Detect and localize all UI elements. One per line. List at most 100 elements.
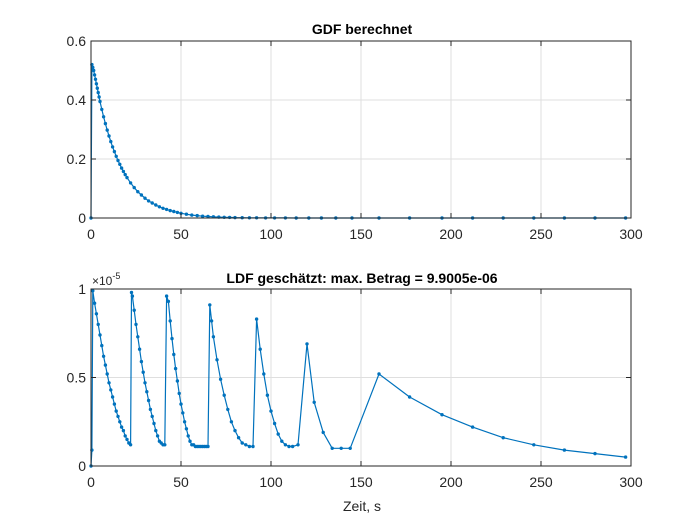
bottom-plot-data-point (118, 420, 122, 424)
bottom-plot-data-point (105, 372, 109, 376)
bottom-plot-data-point (141, 370, 145, 374)
bottom-plot-x-axis-label: Zeit, s (343, 498, 381, 514)
bottom-plot-data-point (330, 446, 334, 450)
bottom-plot-data-point (339, 446, 343, 450)
bottom-plot-data-point (100, 343, 104, 348)
top-plot-data-point (109, 139, 113, 144)
bottom-plot-data-point (208, 303, 212, 307)
top-plot-data-point (125, 175, 129, 180)
top-plot-x-tick-label: 100 (259, 226, 283, 242)
bottom-plot-data-point (173, 366, 178, 371)
bottom-plot-data-point (251, 444, 255, 449)
bottom-plot-data-point (179, 402, 183, 406)
top-plot-data-point (119, 166, 124, 170)
bottom-plot-data-point (290, 444, 295, 449)
bottom-plot-ldf: LDF geschätzt: max. Betrag = 9.9005e-06 … (67, 270, 643, 514)
bottom-plot-data-point (112, 402, 117, 406)
bottom-plot-data-point (116, 414, 120, 419)
bottom-plot-y-tick-label: 0.5 (67, 370, 87, 386)
bottom-plot-data-point (181, 411, 185, 415)
top-plot-x-tick-label: 50 (173, 226, 189, 242)
bottom-plot-data-point (154, 428, 158, 433)
top-plot-y-tick-label: 0.2 (67, 151, 87, 167)
bottom-plot-data-point (145, 390, 149, 394)
top-plot-data-point (132, 185, 136, 190)
bottom-plot-x-tick-label: 150 (349, 474, 373, 490)
bottom-plot-data-point (143, 381, 147, 385)
bottom-plot-data-point (215, 358, 219, 362)
top-plot-x-tick-label: 200 (439, 226, 463, 242)
bottom-plot-x-tick-label: 300 (619, 474, 643, 490)
top-plot-data-point (92, 73, 97, 77)
bottom-plot-data-point (177, 391, 181, 396)
bottom-plot-data-point (272, 421, 277, 426)
bottom-plot-data-point (155, 434, 160, 438)
top-plot-data-point (95, 86, 100, 90)
bottom-plot-title: LDF geschätzt: max. Betrag = 9.9005e-06 (226, 270, 497, 286)
bottom-plot-data-point (321, 430, 325, 435)
top-plot-y-tick-label: 0 (78, 210, 86, 226)
top-plot-data-point (114, 154, 118, 158)
top-plot-y-tick-label: 0.4 (67, 92, 87, 108)
bottom-plot-data-point (593, 451, 597, 456)
bottom-plot-data-point (312, 400, 316, 404)
bottom-plot-data-point (91, 289, 95, 293)
top-plot-data-point (116, 158, 120, 163)
bottom-plot-data-point (532, 443, 536, 447)
top-plot-data-point (110, 145, 115, 149)
top-plot-data-point (146, 199, 151, 203)
top-plot-data-point (105, 128, 109, 132)
top-plot-data-point (118, 162, 122, 166)
top-plot-data-point (206, 214, 210, 219)
bottom-plot-data-point (170, 336, 174, 341)
bottom-plot-data-point (236, 436, 241, 440)
top-plot-title: GDF berechnet (312, 21, 413, 37)
bottom-plot-y-multiplier: ×10-5 (92, 271, 120, 288)
bottom-plot-data-point (96, 322, 100, 327)
bottom-plot-data-point (114, 409, 118, 413)
bottom-plot-data-point (168, 319, 172, 323)
bottom-plot-data-point (139, 359, 144, 364)
bottom-plot-data-point (623, 455, 628, 459)
bottom-plot-data-point (129, 290, 134, 295)
top-plot-data-point (154, 203, 158, 207)
bottom-plot-data-point (175, 379, 180, 383)
bottom-plot-x-tick-label: 200 (439, 474, 463, 490)
y-multiplier-base: ×10 (92, 274, 113, 288)
top-plot-gdf: GDF berechnet 0 50 100 150 200 250 300 0 0.2 0.4 0… (67, 21, 643, 242)
bottom-plot-data-point (562, 448, 567, 452)
top-plot-data-point (112, 149, 117, 154)
bottom-plot-x-tick-label: 250 (529, 474, 553, 490)
top-plot-data-point (164, 207, 169, 212)
bottom-plot-data-point (276, 432, 280, 436)
bottom-plot-data-point (146, 398, 151, 403)
bottom-plot-x-tick-label: 50 (173, 474, 189, 490)
top-plot-data-point (168, 208, 172, 213)
top-plot-data-point (136, 190, 140, 194)
bottom-plot-data-point (206, 444, 210, 449)
bottom-plot-data-point (265, 393, 270, 397)
bottom-plot-data-point (137, 347, 142, 351)
top-plot-x-tick-label: 300 (619, 226, 643, 242)
top-plot-data-point (143, 196, 147, 200)
bottom-plot-data-point (305, 342, 309, 346)
bottom-plot-data-point (109, 388, 113, 392)
bottom-plot-data-point (240, 441, 244, 445)
top-plot-y-tick-label: 0.6 (67, 33, 87, 49)
bottom-plot-data-point (470, 425, 475, 429)
bottom-plot-data-point (287, 444, 291, 449)
bottom-plot-data-point (244, 443, 248, 447)
top-plot-data-point (101, 115, 106, 119)
bottom-plot-data-point (377, 372, 381, 376)
bottom-plot-data-point (226, 407, 230, 412)
bottom-plot-data-point (119, 425, 124, 429)
bottom-plot-data-point (94, 312, 99, 316)
top-plot-data-point (123, 172, 127, 177)
bottom-plot-data-point (296, 443, 300, 447)
top-plot-data-point (200, 214, 205, 218)
top-plot-data-point (121, 169, 126, 174)
top-plot-data-point (157, 205, 162, 209)
bottom-plot-data-point (348, 446, 352, 450)
bottom-plot-data-point (283, 443, 288, 447)
bottom-plot-data-point (247, 444, 252, 449)
